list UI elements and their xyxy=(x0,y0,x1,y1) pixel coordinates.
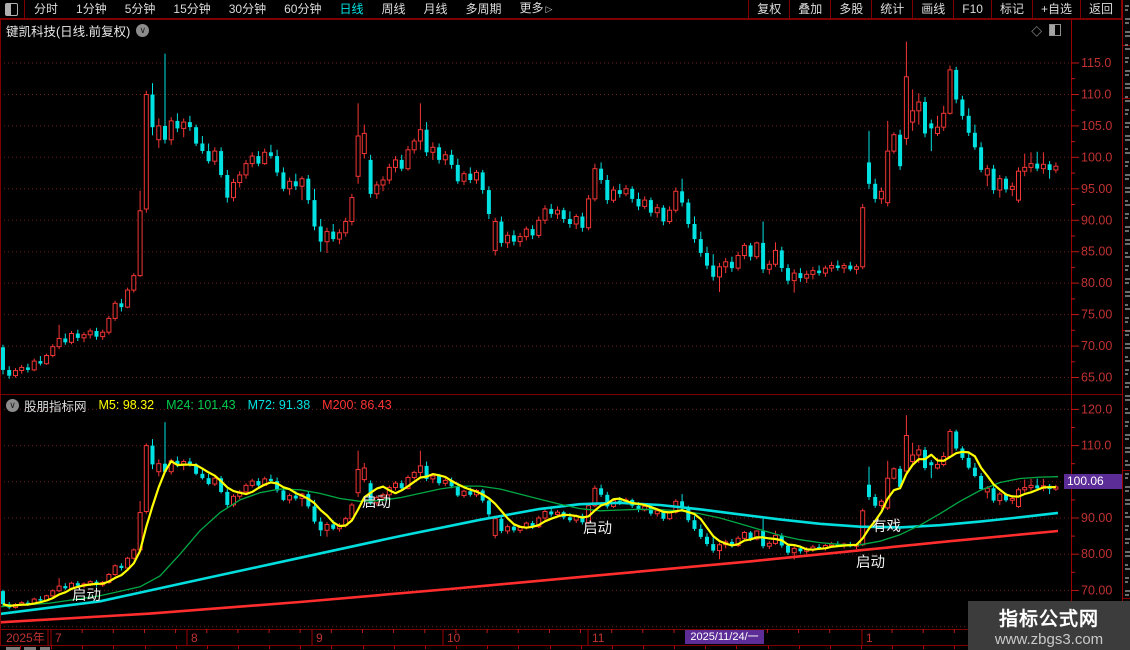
svg-text:启动: 启动 xyxy=(362,494,391,511)
bottom-clipped-row xyxy=(0,646,1130,650)
watermark-title: 指标公式网 xyxy=(998,609,1099,630)
period-tab-15分钟[interactable]: 15分钟 xyxy=(173,1,211,16)
svg-text:11: 11 xyxy=(592,631,605,645)
svg-text:110.0: 110.0 xyxy=(1081,439,1111,453)
metric-M24: M24: 101.43 xyxy=(166,398,236,412)
svg-text:启动: 启动 xyxy=(583,520,612,537)
svg-text:9: 9 xyxy=(316,631,323,645)
main-candles xyxy=(1,41,1059,379)
svg-text:2025年: 2025年 xyxy=(6,631,45,645)
stock-title: 键凯科技(日线.前复权) xyxy=(6,24,131,39)
svg-text:1: 1 xyxy=(866,631,873,645)
right-edge-clipped-strip[interactable] xyxy=(1122,0,1130,650)
svg-text:80.00: 80.00 xyxy=(1081,547,1112,561)
svg-text:95.00: 95.00 xyxy=(1081,182,1112,196)
svg-text:80.00: 80.00 xyxy=(1081,276,1112,290)
period-tab-5分钟[interactable]: 5分钟 xyxy=(124,1,156,16)
svg-text:10: 10 xyxy=(447,631,461,645)
period-tab-月线[interactable]: 月线 xyxy=(423,1,448,16)
svg-text:有戏: 有戏 xyxy=(872,518,901,535)
svg-text:70.00: 70.00 xyxy=(1081,339,1112,353)
title-bar: 键凯科技(日线.前复权) ∨ ◇ xyxy=(0,20,1069,40)
period-tab-1分钟[interactable]: 1分钟 xyxy=(76,1,107,16)
svg-text:75.00: 75.00 xyxy=(1081,308,1112,322)
watermark-url: www.zbgs3.com xyxy=(994,631,1104,648)
indicator-header: ∨ 股朋指标网 M5: 98.32 M24: 101.43 M72: 91.38 M2… xyxy=(0,396,392,414)
svg-text:7: 7 xyxy=(55,631,62,645)
toolbar-button-复权[interactable]: 复权 xyxy=(748,0,789,19)
toolbar-divider xyxy=(24,0,25,19)
toolbar-button-统计[interactable]: 统计 xyxy=(871,0,912,19)
svg-text:70.00: 70.00 xyxy=(1081,583,1112,597)
toolbar-button-多股[interactable]: 多股 xyxy=(830,0,871,19)
date-badge: 2025/11/24/一 xyxy=(685,630,764,644)
indicator-name: 股朋指标网 xyxy=(24,399,87,414)
svg-text:90.00: 90.00 xyxy=(1081,213,1112,227)
indicator-candles xyxy=(1,415,1059,610)
chevron-down-icon[interactable]: ∨ xyxy=(136,23,150,37)
period-tab-周线[interactable]: 周线 xyxy=(381,1,406,16)
svg-text:90.00: 90.00 xyxy=(1081,511,1112,525)
diamond-icon[interactable]: ◇ xyxy=(1031,22,1042,38)
period-toolbar: 分时 1分钟 5分钟 15分钟 30分钟 60分钟 日线 周线 月线 多周期 更多 ▷ 复权 叠加 多股统… xyxy=(0,0,1130,19)
period-tab-30分钟[interactable]: 30分钟 xyxy=(228,1,267,16)
indicator-value-badge: 100.06 xyxy=(1064,474,1122,489)
period-tab-多周期[interactable]: 多周期 xyxy=(465,1,502,16)
metric-M200: M200: 86.43 xyxy=(322,398,392,412)
svg-text:85.00: 85.00 xyxy=(1081,245,1112,259)
toolbar-button-返回[interactable]: 返回 xyxy=(1079,0,1122,19)
period-tabs: 分时 1分钟 5分钟 15分钟 30分钟 60分钟 日线 周线 月线 多周期 更多 ▷ xyxy=(25,0,561,19)
svg-text:启动: 启动 xyxy=(72,587,101,604)
more-menu[interactable]: 更多 ▷ xyxy=(519,1,553,15)
period-tab-日线[interactable]: 日线 xyxy=(339,1,364,16)
svg-text:65.00: 65.00 xyxy=(1081,371,1112,385)
metric-M5: M5: 98.32 xyxy=(98,398,155,412)
split-view-icon[interactable] xyxy=(1049,24,1061,36)
indicator-metrics: M5: 98.32 M24: 101.43 M72: 91.38 M200: 86.4… xyxy=(87,396,392,414)
toolbar-right-buttons: 复权 叠加 多股 统计 画线 F10 标记 +自选 返回 xyxy=(748,0,1122,19)
svg-text:110.0: 110.0 xyxy=(1081,88,1111,102)
svg-text:105.0: 105.0 xyxy=(1081,119,1112,133)
watermark: 指标公式网 www.zbgs3.com xyxy=(968,601,1130,650)
svg-text:100.0: 100.0 xyxy=(1081,150,1112,164)
svg-text:启动: 启动 xyxy=(856,554,885,571)
toolbar-button-叠加[interactable]: 叠加 xyxy=(789,0,830,19)
toolbar-button-+自选[interactable]: +自选 xyxy=(1031,0,1080,19)
toolbar-button-标记[interactable]: 标记 xyxy=(990,0,1032,19)
period-tab-60分钟[interactable]: 60分钟 xyxy=(284,1,322,16)
svg-text:115.0: 115.0 xyxy=(1081,56,1111,70)
metric-M72: M72: 91.38 xyxy=(247,398,311,412)
toolbar-button-F10[interactable]: F10 xyxy=(953,0,991,19)
svg-text:120.0: 120.0 xyxy=(1081,402,1112,416)
period-tab-分时[interactable]: 分时 xyxy=(34,1,59,16)
indicator-collapse-icon[interactable]: ∨ xyxy=(6,398,19,412)
window-split-icon[interactable] xyxy=(5,2,18,16)
svg-text:8: 8 xyxy=(191,631,198,645)
toolbar-button-画线[interactable]: 画线 xyxy=(912,0,953,19)
